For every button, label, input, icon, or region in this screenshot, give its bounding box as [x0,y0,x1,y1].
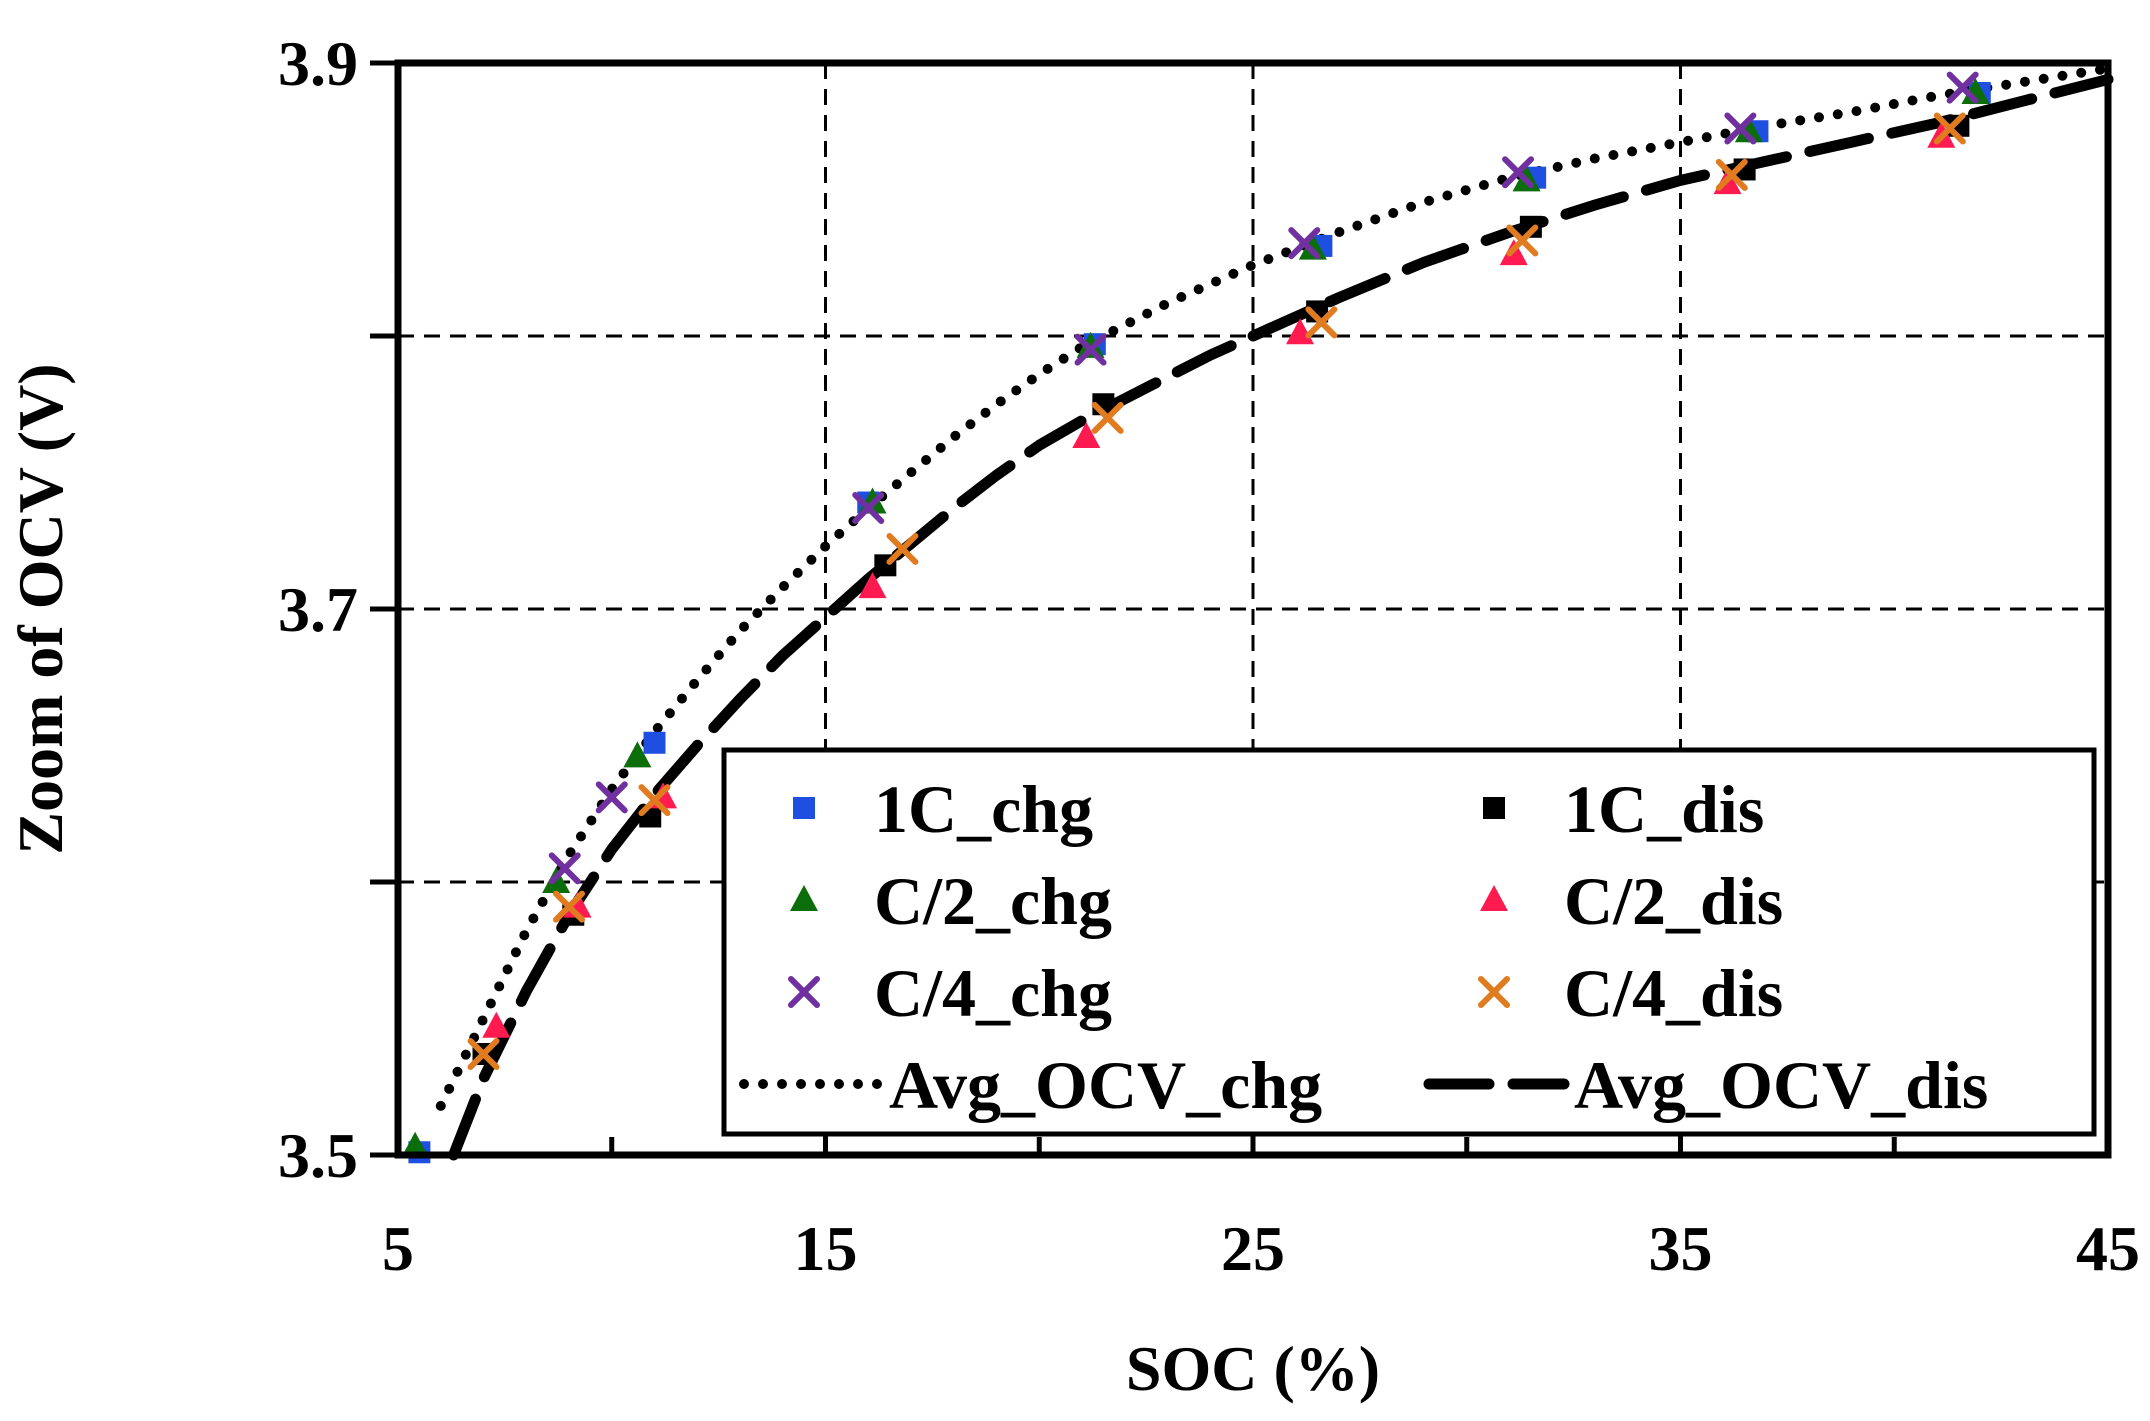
point-c-4-chg-3 [1074,333,1107,366]
point-c-4-chg-7 [1946,71,1979,104]
point-c-4-chg-4 [1288,227,1321,260]
legend-swatch-1c-dis [1483,797,1505,819]
point-c-2-chg-2 [623,741,652,768]
point-c-4-chg-1 [595,781,628,814]
legend-swatch-c-4-chg [788,976,820,1008]
point-c-4-chg-6 [1724,112,1757,145]
point-c-2-chg-4 [1076,331,1105,358]
point-c-2-chg-5 [1298,233,1327,260]
legend-label-avg-ocv-dis: Avg_OCV_dis [1574,1047,1988,1123]
x-tick-label-5: 5 [382,1213,414,1284]
legend-label-1c-dis: 1C_dis [1564,771,1764,847]
point-c-4-dis-8 [1933,112,1966,145]
point-1c-dis-6 [1519,215,1542,238]
y-tick-label-3.9: 3.9 [278,28,358,99]
y-tick-label-3.5: 3.5 [278,1120,358,1191]
point-c-2-dis-0 [482,1011,511,1038]
legend-box [721,747,2097,1137]
x-axis-title: SOC (%) [1126,1333,1380,1404]
y-axis-title: Zoom of OCV (V) [5,363,76,854]
legend: 1C_chg 1C_dis C/2_chg C/2_dis C/4_chg C/4_dis… [721,747,2097,1137]
point-c-4-dis-6 [1506,224,1539,257]
x-tick-label-35: 35 [1649,1213,1713,1284]
point-c-2-dis-3 [858,572,887,599]
data-markers [401,71,1991,1164]
point-c-4-dis-4 [1091,401,1124,434]
legend-label-c-4-dis: C/4_dis [1564,955,1783,1031]
point-c-4-dis-3 [886,532,919,565]
x-tick-label-25: 25 [1221,1213,1285,1284]
legend-label-1c-chg: 1C_chg [874,771,1093,847]
legend-label-c-2-dis: C/2_dis [1564,863,1783,939]
series-avg-ocv-dis-line [448,73,2114,1161]
axis-ticks: 5 15 25 35 45 3.5 3.7 3.9 [278,28,2140,1284]
point-c-2-chg-0 [401,1131,430,1158]
x-tick-label-15: 15 [794,1213,858,1284]
x-tick-label-45: 45 [2076,1213,2140,1284]
point-1c-chg-1 [643,731,666,754]
legend-swatch-c-2-dis [1480,885,1508,911]
legend-label-c-4-chg: C/4_chg [874,955,1112,1031]
point-c-4-dis-2 [638,784,671,817]
point-c-2-dis-4 [1072,422,1101,449]
legend-label-c-2-chg: C/2_chg [874,863,1112,939]
y-tick-label-3.7: 3.7 [278,574,358,645]
point-c-4-dis-1 [553,890,585,923]
legend-label-avg-ocv-chg: Avg_OCV_chg [889,1047,1322,1123]
legend-swatch-1c-chg [793,797,815,819]
point-c-4-dis-7 [1715,158,1748,191]
point-c-4-chg-5 [1502,156,1535,189]
point-c-2-chg-7 [1734,116,1763,143]
legend-swatch-c-4-dis [1478,976,1510,1008]
point-c-4-dis-5 [1305,306,1338,339]
point-c-4-dis-0 [467,1037,500,1070]
point-c-4-chg-2 [852,491,885,524]
legend-swatch-c-2-chg [790,885,818,911]
point-c-4-chg-0 [548,852,581,885]
